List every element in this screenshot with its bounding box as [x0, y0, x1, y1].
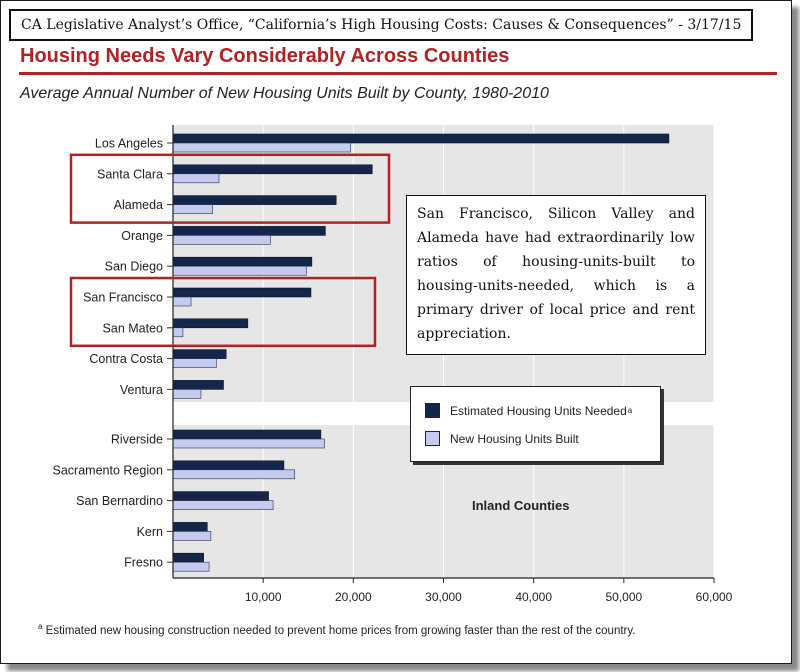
category-label: Ventura	[120, 383, 163, 397]
bar-needed	[172, 349, 227, 359]
chart-title: Average Annual Number of New Housing Uni…	[20, 85, 549, 102]
category-label: Fresno	[124, 556, 163, 570]
bar-needed	[172, 552, 204, 563]
category-label: Kern	[137, 525, 163, 539]
chart-legend: Estimated Housing Units Needed a New Hous…	[410, 386, 661, 462]
bar-needed	[172, 429, 322, 440]
category-label: Sacramento Region	[53, 463, 164, 477]
category-label: Orange	[121, 229, 163, 243]
highlight-box	[69, 276, 377, 348]
chart-footnote: a Estimated new housing construction nee…	[38, 622, 635, 637]
legend-item-needed: Estimated Housing Units Needed a	[425, 403, 632, 418]
bar-built	[172, 142, 351, 153]
page-title: Housing Needs Vary Considerably Across C…	[20, 45, 510, 67]
legend-label-needed: Estimated Housing Units Needed	[450, 403, 627, 418]
footnote-marker: a	[38, 622, 43, 631]
bar-needed	[172, 133, 670, 144]
category-label: San Diego	[105, 260, 163, 274]
bar-needed	[172, 491, 269, 501]
bar-needed	[172, 287, 312, 298]
bar-built	[172, 265, 307, 276]
bar-needed	[172, 380, 224, 390]
bar-needed	[172, 522, 208, 532]
category-label: San Francisco	[83, 291, 163, 305]
bar-built	[172, 296, 192, 307]
bar-built	[172, 235, 271, 245]
bar-needed	[172, 195, 337, 205]
legend-item-built: New Housing Units Built	[425, 431, 579, 446]
legend-swatch-needed	[425, 403, 440, 418]
bar-built	[172, 561, 210, 572]
highlight-box	[69, 153, 391, 224]
x-tick-label: 40,000	[515, 590, 552, 604]
callout-note: San Francisco, Silicon Valley and Alamed…	[406, 195, 706, 355]
legend-label-built: New Housing Units Built	[450, 431, 579, 446]
bar-built	[172, 173, 220, 184]
slide-frame: CA Legislative Analyst’s Office, “Califo…	[0, 0, 792, 664]
category-label: San Mateo	[103, 321, 164, 335]
category-label: Riverside	[111, 433, 163, 447]
footnote-text: Estimated new housing construction neede…	[42, 624, 636, 637]
bar-needed	[172, 164, 373, 175]
title-divider	[19, 72, 777, 75]
x-tick-label: 10,000	[245, 590, 282, 604]
bar-built	[172, 389, 202, 399]
bar-needed	[172, 256, 313, 267]
legend-swatch-built	[425, 431, 440, 446]
bar-built	[172, 531, 212, 541]
inland-counties-label: Inland Counties	[472, 498, 570, 513]
bar-needed	[172, 226, 326, 236]
category-label: Contra Costa	[89, 352, 163, 366]
bar-needed	[172, 460, 285, 471]
bar-needed	[172, 318, 249, 329]
bar-built	[172, 204, 213, 214]
x-tick-label: 30,000	[425, 590, 462, 604]
bar-built	[172, 438, 325, 449]
source-citation: CA Legislative Analyst’s Office, “Califo…	[9, 9, 754, 41]
category-label: Los Angeles	[95, 137, 163, 151]
x-tick-label: 20,000	[335, 590, 372, 604]
x-tick-label: 50,000	[605, 590, 642, 604]
bar-built	[172, 500, 274, 510]
category-label: Santa Clara	[97, 167, 163, 181]
category-label: San Bernardino	[76, 494, 163, 508]
bar-built	[172, 327, 184, 338]
category-label: Alameda	[114, 198, 163, 212]
bar-built	[172, 469, 296, 480]
legend-footnote-marker: a	[627, 406, 633, 415]
bar-built	[172, 358, 217, 368]
x-tick-label: 60,000	[696, 590, 733, 604]
